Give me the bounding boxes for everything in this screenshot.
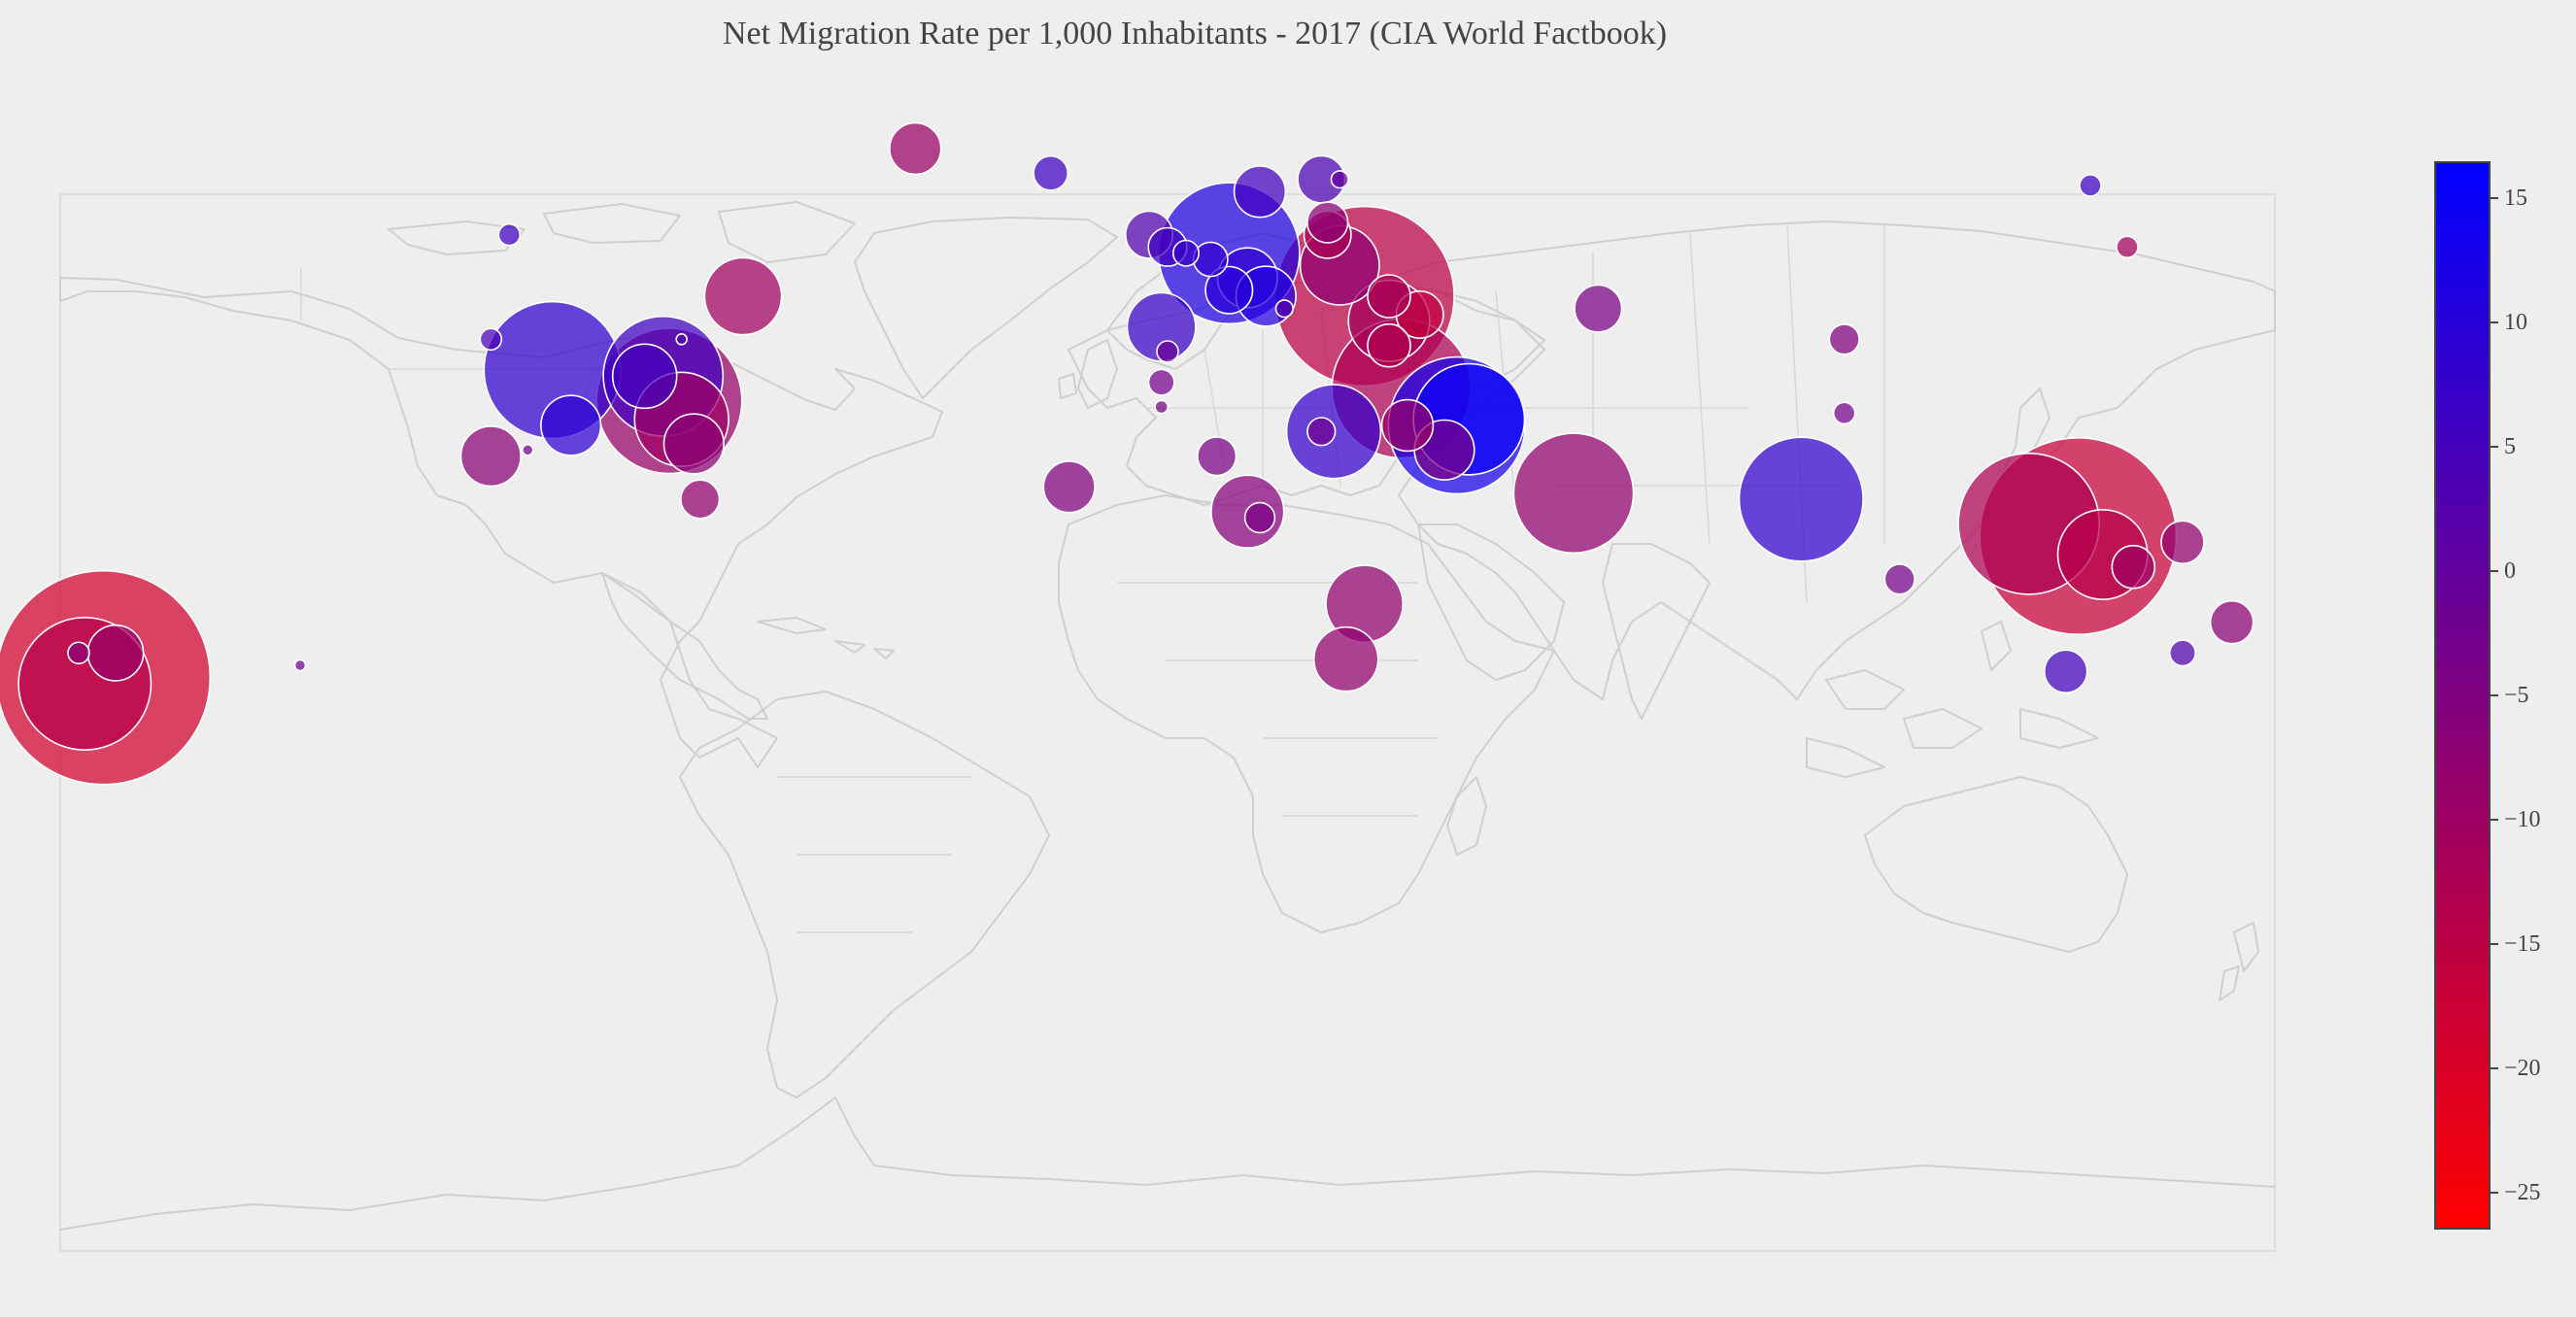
bubble-point-5[interactable] [479, 327, 503, 352]
bubble-point-56[interactable] [2169, 639, 2197, 667]
bubble-point-22[interactable] [1274, 299, 1294, 319]
land-africa [1058, 494, 1555, 933]
bubble-point-47[interactable] [1154, 399, 1169, 415]
land-arctic-islands [388, 201, 856, 263]
colorbar-tick-mark [2491, 694, 2498, 696]
colorbar-tick-mark [2491, 818, 2498, 821]
land-asia [1378, 220, 2276, 700]
land-new-zealand [2219, 922, 2259, 1001]
bubble-point-40[interactable] [1243, 501, 1276, 534]
colorbar-tick-mark [2491, 1191, 2498, 1194]
bubble-point-7[interactable] [675, 332, 689, 346]
bubble-point-0[interactable] [2116, 235, 2139, 259]
bubble-point-62[interactable] [611, 343, 678, 410]
bubble-point-1[interactable] [2079, 174, 2102, 197]
colorbar-tick-label: −10 [2504, 806, 2541, 832]
colorbar-tick-label: 0 [2504, 558, 2516, 585]
bubble-layer [0, 121, 2254, 786]
colorbar-tick-label: 15 [2504, 186, 2527, 212]
bubble-point-24[interactable] [1156, 340, 1179, 363]
bubble-point-48[interactable] [1738, 436, 1864, 562]
colorbar-tick-label: −20 [2504, 1055, 2541, 1081]
colorbar-tick-mark [2491, 197, 2498, 200]
bubble-point-54[interactable] [2209, 599, 2254, 645]
bubble-point-52[interactable] [2111, 544, 2156, 590]
bubble-point-16[interactable] [1172, 239, 1201, 267]
land-central-america [601, 572, 768, 720]
land-australia [1864, 776, 2128, 953]
land-india [1602, 543, 1711, 720]
colorbar-tick-mark [2491, 321, 2498, 324]
bubble-point-3[interactable] [889, 121, 942, 176]
bubble-point-6[interactable] [1033, 154, 1069, 191]
bubble-point-18[interactable] [1192, 241, 1229, 278]
land-greenland [854, 217, 1118, 399]
bubble-point-68[interactable] [459, 425, 522, 488]
bubble-point-27[interactable] [1367, 274, 1411, 319]
bubble-point-73[interactable] [293, 658, 307, 672]
colorbar-tick-label: −15 [2504, 930, 2541, 957]
bubble-point-46[interactable] [1147, 368, 1175, 396]
bubble-point-53[interactable] [2160, 520, 2205, 565]
colorbar [2434, 161, 2491, 1230]
bubble-point-8[interactable] [521, 443, 534, 456]
bubble-point-19[interactable] [1204, 265, 1254, 315]
bubble-point-4[interactable] [703, 256, 783, 336]
bubble-point-12[interactable] [1305, 201, 1349, 244]
land-caribbean [757, 617, 895, 659]
bubble-point-72[interactable] [67, 641, 90, 665]
bubble-point-37[interactable] [1574, 284, 1623, 333]
bubble-point-66[interactable] [662, 413, 725, 475]
bubble-point-32[interactable] [1380, 398, 1435, 453]
land-antarctica [59, 1097, 2276, 1231]
bubble-point-57[interactable] [1883, 563, 1915, 595]
land-arabia [1417, 523, 1565, 681]
colorbar-tick-mark [2491, 570, 2498, 573]
bubble-point-45[interactable] [1197, 436, 1237, 477]
bubble-point-41[interactable] [1306, 417, 1337, 447]
bubble-point-61[interactable] [540, 394, 602, 456]
bubble-point-9[interactable] [1233, 165, 1287, 219]
colorbar-tick-label: 10 [2504, 310, 2527, 336]
land-southeast-asia-islands [1806, 621, 2099, 778]
bubble-point-59[interactable] [1832, 401, 1856, 425]
chart-title: Net Migration Rate per 1,000 Inhabitants… [722, 16, 1668, 51]
bubble-point-44[interactable] [1042, 460, 1096, 514]
colorbar-tick-label: 5 [2504, 434, 2516, 460]
bubble-point-58[interactable] [1828, 323, 1860, 355]
colorbar-tick-label: −5 [2504, 683, 2529, 708]
land-south-america [679, 691, 1050, 1098]
bubble-point-2[interactable] [497, 222, 522, 247]
colorbar-tick-mark [2491, 1066, 2498, 1069]
colorbar-tick-label: −25 [2504, 1179, 2541, 1205]
bubble-point-43[interactable] [1312, 625, 1379, 692]
bubble-point-11[interactable] [1330, 170, 1349, 189]
land-madagascar [1446, 776, 1487, 856]
bubble-point-55[interactable] [2043, 649, 2088, 694]
bubble-point-67[interactable] [680, 479, 721, 520]
colorbar-tick-mark [2491, 446, 2498, 449]
bubble-point-30[interactable] [1367, 322, 1411, 368]
colorbar-tick-mark [2491, 942, 2498, 945]
bubble-point-71[interactable] [86, 624, 145, 682]
bubble-point-36[interactable] [1512, 432, 1635, 555]
land-british-isles [1058, 339, 1118, 409]
